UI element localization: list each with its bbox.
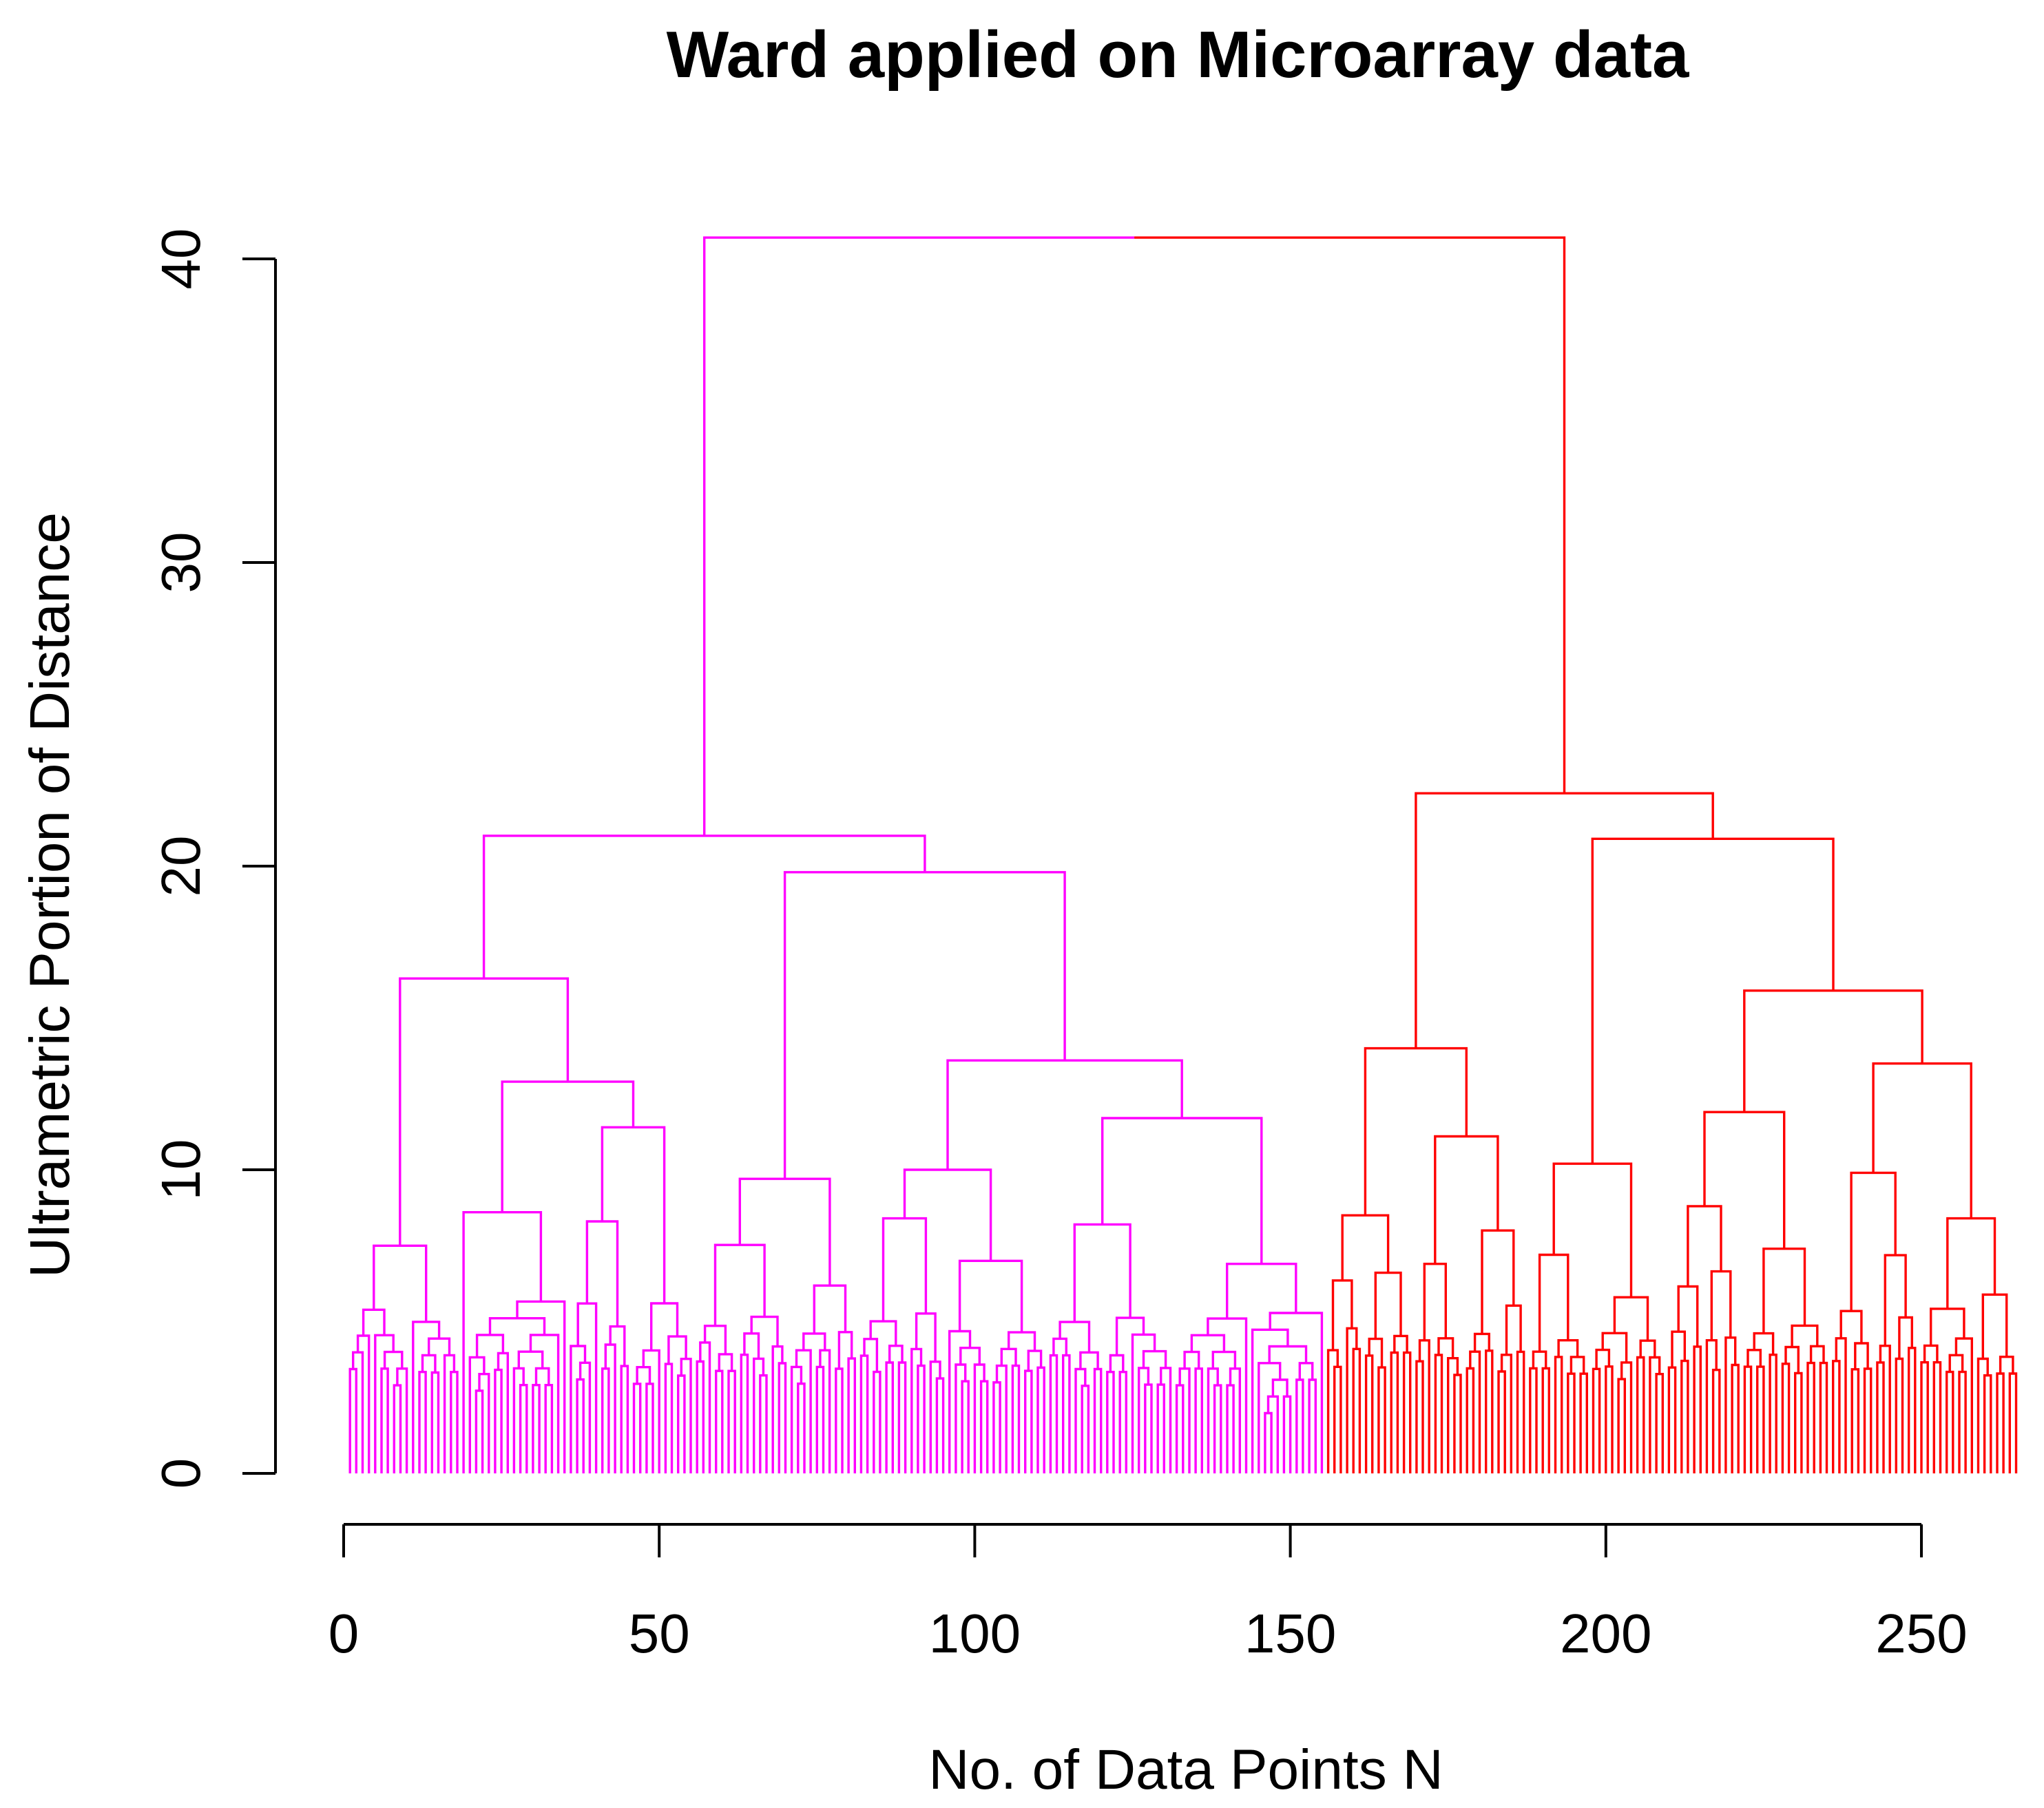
dendrogram-tree	[348, 236, 2018, 1473]
x-tick-label: 250	[1875, 1603, 1967, 1664]
x-axis-label: No. of Data Points N	[928, 1738, 1443, 1801]
x-tick-label: 0	[328, 1603, 359, 1664]
chart-title: Ward applied on Microarray data	[667, 18, 1689, 92]
right-cluster-branches	[1326, 792, 2018, 1473]
y-tick-label: 30	[150, 532, 211, 593]
y-tick-label: 10	[150, 1139, 211, 1201]
x-tick-label: 150	[1244, 1603, 1336, 1664]
y-tick-label: 40	[150, 229, 211, 290]
root-link-right	[1134, 236, 1566, 794]
x-tick-label: 200	[1560, 1603, 1651, 1664]
y-axis-label: Ultrametric Portion of Distance	[19, 512, 81, 1278]
y-tick-label: 0	[150, 1458, 211, 1489]
x-tick-label: 50	[629, 1603, 690, 1664]
root-link-left	[703, 236, 1135, 836]
x-tick-label: 100	[929, 1603, 1021, 1664]
axes: 0 10 20 30 40 0 50 100 150 200 250	[150, 229, 1968, 1664]
y-tick-label: 20	[150, 836, 211, 897]
left-cluster-branches	[348, 834, 1324, 1473]
